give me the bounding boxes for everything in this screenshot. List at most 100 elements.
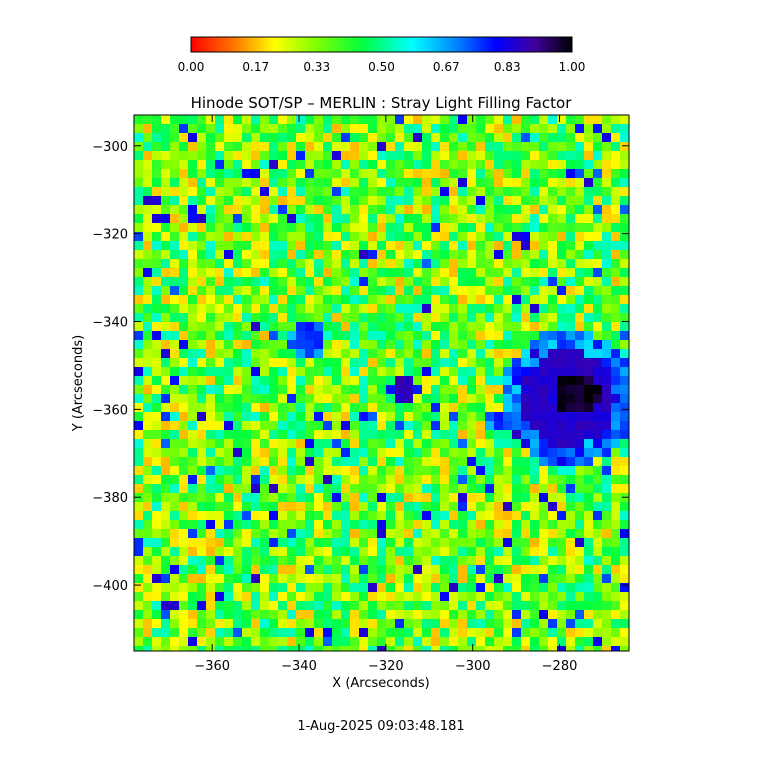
heatmap-cell [350, 637, 360, 647]
heatmap-cell [278, 259, 288, 269]
heatmap-cell [557, 367, 567, 377]
heatmap-cell [440, 430, 450, 440]
heatmap-cell [296, 196, 306, 206]
heatmap-cell [314, 358, 324, 368]
heatmap-cell [530, 295, 540, 305]
heatmap-cell [215, 457, 225, 467]
heatmap-cell [278, 547, 288, 557]
heatmap-cell [458, 340, 468, 350]
heatmap-cell [143, 574, 153, 584]
heatmap-cell [575, 592, 585, 602]
heatmap-cell [557, 259, 567, 269]
heatmap-cell [611, 232, 621, 242]
heatmap-cell [467, 583, 477, 593]
heatmap-cell [242, 331, 252, 341]
heatmap-cell [296, 322, 306, 332]
heatmap-cell [305, 358, 315, 368]
heatmap-cell [413, 268, 423, 278]
heatmap-cell [143, 268, 153, 278]
heatmap-cell [368, 592, 378, 602]
heatmap-cell [422, 475, 432, 485]
heatmap-cell [521, 646, 531, 651]
heatmap-cell [368, 196, 378, 206]
heatmap-cell [494, 439, 504, 449]
heatmap-cell [404, 439, 414, 449]
heatmap-cell [575, 448, 585, 458]
heatmap-cell [494, 574, 504, 584]
heatmap-cell [575, 457, 585, 467]
heatmap-cell [350, 313, 360, 323]
heatmap-cell [386, 628, 396, 638]
heatmap-cell [278, 367, 288, 377]
heatmap-cell [332, 331, 342, 341]
heatmap-cell [539, 502, 549, 512]
heatmap-cell [530, 259, 540, 269]
heatmap-cell [323, 457, 333, 467]
heatmap-cell [134, 214, 144, 224]
heatmap-cell [440, 385, 450, 395]
heatmap-cell [485, 232, 495, 242]
heatmap-cell [530, 340, 540, 350]
heatmap-cell [368, 448, 378, 458]
heatmap-cell [242, 484, 252, 494]
heatmap-cell [314, 232, 324, 242]
heatmap-cell [494, 160, 504, 170]
heatmap-cell [593, 187, 603, 197]
heatmap-cell [458, 466, 468, 476]
heatmap-cell [494, 547, 504, 557]
heatmap-cell [422, 142, 432, 152]
heatmap-cell [251, 475, 261, 485]
heatmap-cell [539, 160, 549, 170]
heatmap-cell [602, 493, 612, 503]
heatmap-cell [422, 196, 432, 206]
heatmap-cell [152, 358, 162, 368]
heatmap-cell [323, 619, 333, 629]
heatmap-cell [233, 268, 243, 278]
heatmap-cell [377, 286, 387, 296]
heatmap-cell [305, 448, 315, 458]
heatmap-cell [188, 259, 198, 269]
heatmap-cell [296, 466, 306, 476]
heatmap-cell [341, 610, 351, 620]
heatmap-cell [512, 619, 522, 629]
heatmap-cell [539, 313, 549, 323]
heatmap-cell [467, 592, 477, 602]
heatmap-cell [602, 466, 612, 476]
heatmap-cell [332, 376, 342, 386]
heatmap-cell [476, 385, 486, 395]
heatmap-cell [179, 430, 189, 440]
heatmap-cell [584, 421, 594, 431]
heatmap-cell [368, 520, 378, 530]
heatmap-cell [224, 124, 234, 134]
heatmap-cell [359, 241, 369, 251]
heatmap-cell [431, 124, 441, 134]
heatmap-cell [557, 124, 567, 134]
heatmap-cell [503, 214, 513, 224]
heatmap-cell [143, 178, 153, 188]
heatmap-cell [602, 133, 612, 143]
heatmap-cell [368, 367, 378, 377]
heatmap-cell [458, 412, 468, 422]
heatmap-cell [620, 322, 629, 332]
heatmap-cell [242, 340, 252, 350]
heatmap-cell [224, 142, 234, 152]
heatmap-cell [359, 475, 369, 485]
heatmap-cell [584, 286, 594, 296]
heatmap-cell [233, 421, 243, 431]
heatmap-cell [152, 475, 162, 485]
heatmap-cell [251, 610, 261, 620]
heatmap-cell [413, 403, 423, 413]
heatmap-cell [476, 556, 486, 566]
heatmap-cell [242, 169, 252, 179]
heatmap-cell [332, 592, 342, 602]
heatmap-cell [503, 556, 513, 566]
heatmap-cell [314, 250, 324, 260]
heatmap-cell [323, 151, 333, 161]
heatmap-cell [530, 313, 540, 323]
heatmap-cell [620, 610, 629, 620]
heatmap-cell [215, 511, 225, 521]
heatmap-cell [458, 520, 468, 530]
heatmap-cell [386, 457, 396, 467]
heatmap-cell [620, 340, 629, 350]
heatmap-cell [296, 367, 306, 377]
